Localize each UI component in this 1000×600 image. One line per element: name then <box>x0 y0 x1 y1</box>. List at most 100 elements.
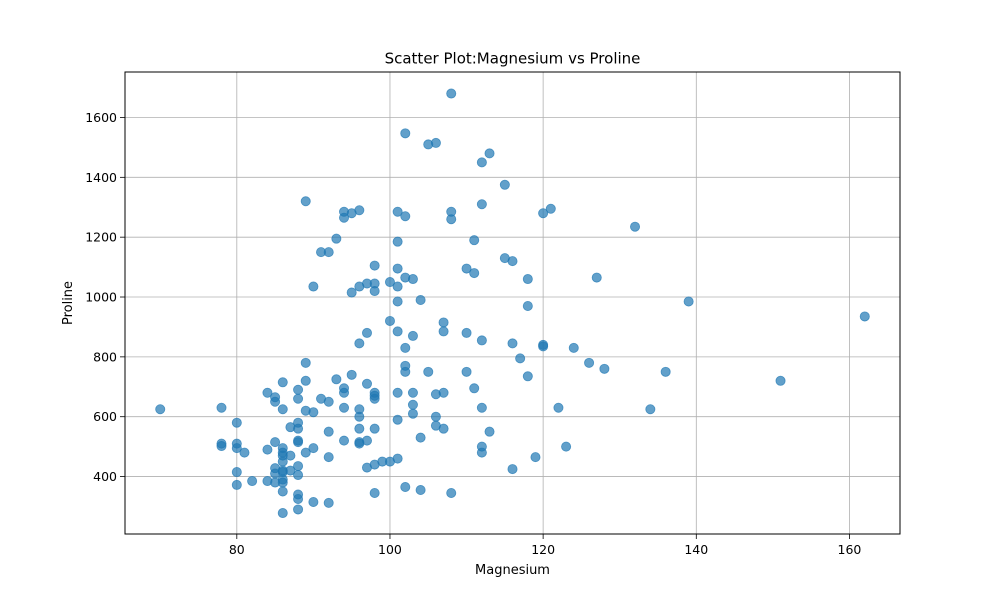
scatter-point <box>392 263 403 274</box>
scatter-point <box>392 206 403 217</box>
scatter-point <box>369 260 380 271</box>
scatter-point <box>369 393 380 404</box>
scatter-point <box>293 393 304 404</box>
scatter-point <box>400 366 411 377</box>
y-axis-title: Proline <box>61 281 76 325</box>
scatter-point <box>522 371 533 382</box>
scatter-point <box>308 496 319 507</box>
scatter-point <box>461 327 472 338</box>
x-axis-title: Magnesium <box>475 563 550 578</box>
scatter-point <box>392 236 403 247</box>
scatter-point <box>530 452 541 463</box>
scatter-point <box>384 315 395 326</box>
scatter-point <box>339 212 350 223</box>
scatter-point <box>392 326 403 337</box>
scatter-point <box>216 402 227 413</box>
scatter-point <box>300 196 311 207</box>
scatter-point <box>346 369 357 380</box>
scatter-point <box>499 179 510 190</box>
scatter-point <box>277 456 288 467</box>
scatter-point <box>285 450 296 461</box>
scatter-point <box>262 444 273 455</box>
scatter-point <box>354 423 365 434</box>
x-axis-ticks: 80 100 120 140 160 <box>229 534 862 557</box>
scatter-point <box>354 338 365 349</box>
scatter-point <box>400 482 411 493</box>
scatter-point <box>346 287 357 298</box>
scatter-point <box>323 396 334 407</box>
scatter-point <box>476 335 487 346</box>
scatter-point <box>262 387 273 398</box>
scatter-point <box>270 396 281 407</box>
chart-title: Scatter Plot:Magnesium vs Proline <box>385 50 641 68</box>
x-tick-label: 100 <box>378 542 402 557</box>
scatter-point <box>568 342 579 353</box>
scatter-point <box>415 432 426 443</box>
scatter-point <box>293 493 304 504</box>
scatter-point <box>407 330 418 341</box>
scatter-point <box>247 476 258 487</box>
scatter-point <box>446 214 457 225</box>
scatter-point <box>293 504 304 515</box>
y-tick-label: 1600 <box>85 110 117 125</box>
scatter-point <box>461 366 472 377</box>
scatter-point <box>476 402 487 413</box>
scatter-point <box>407 399 418 410</box>
y-tick-label: 400 <box>93 469 117 484</box>
scatter-point <box>553 402 564 413</box>
scatter-point <box>331 233 342 244</box>
scatter-point <box>392 387 403 398</box>
scatter-point <box>277 377 288 388</box>
scatter-point <box>293 384 304 395</box>
scatter-point <box>277 477 288 488</box>
scatter-point <box>323 247 334 258</box>
scatter-point <box>216 441 227 452</box>
scatter-point <box>231 467 242 478</box>
scatter-point <box>270 437 281 448</box>
scatter-point <box>308 407 319 418</box>
scatter-point <box>545 203 556 214</box>
scatter-point <box>369 286 380 297</box>
scatter-point <box>630 221 641 232</box>
scatter-point <box>423 366 434 377</box>
scatter-point <box>277 486 288 497</box>
scatter-point <box>361 327 372 338</box>
scatter-point <box>591 272 602 283</box>
scatter-point <box>599 363 610 374</box>
scatter-point <box>392 414 403 425</box>
scatter-point <box>584 357 595 368</box>
scatter-point <box>476 199 487 210</box>
scatter-point <box>660 366 671 377</box>
scatter-point <box>469 383 480 394</box>
scatter-point <box>354 411 365 422</box>
scatter-point <box>277 508 288 519</box>
scatter-point <box>469 235 480 246</box>
scatter-point <box>538 341 549 352</box>
y-tick-label: 1000 <box>85 290 117 305</box>
y-axis-ticks: 400 600 800 1000 1200 1400 1600 <box>85 110 125 484</box>
scatter-point <box>339 435 350 446</box>
scatter-point <box>323 452 334 463</box>
scatter-point <box>300 375 311 386</box>
scatter-point <box>438 423 449 434</box>
scatter-point <box>308 281 319 292</box>
scatter-point <box>446 488 457 499</box>
scatter-point <box>369 423 380 434</box>
scatter-point <box>561 441 572 452</box>
scatter-point <box>683 296 694 307</box>
scatter-point <box>538 208 549 219</box>
scatter-point <box>415 295 426 306</box>
scatter-point <box>407 387 418 398</box>
y-tick-label: 1400 <box>85 170 117 185</box>
scatter-point <box>392 296 403 307</box>
scatter-point <box>469 268 480 279</box>
scatter-point <box>239 447 250 458</box>
scatter-point <box>308 443 319 454</box>
scatter-point <box>484 148 495 159</box>
x-tick-label: 160 <box>838 542 862 557</box>
scatter-point <box>461 263 472 274</box>
scatter-point <box>407 274 418 285</box>
y-tick-label: 800 <box>93 349 117 364</box>
